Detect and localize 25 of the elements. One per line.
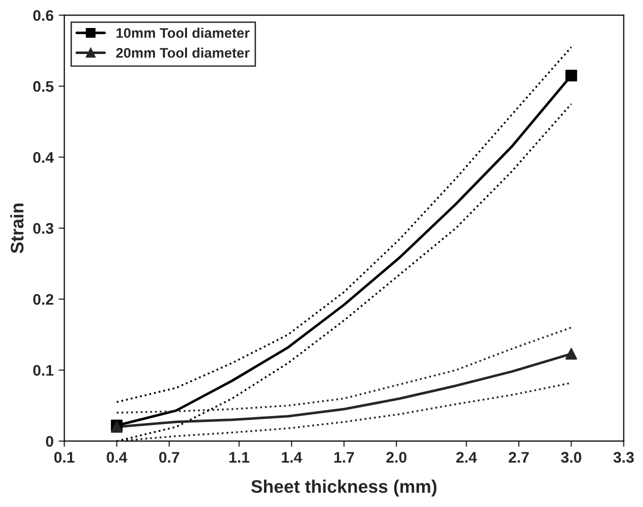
y-axis-title: Strain <box>10 204 24 254</box>
line-series <box>116 326 572 414</box>
x-tick-label: 2.4 <box>456 452 477 463</box>
legend-label: 20mm Tool diameter <box>116 48 250 58</box>
x-tick-label: 1.7 <box>334 452 354 463</box>
x-tick-label: 0.1 <box>54 452 74 463</box>
point <box>565 348 578 360</box>
point <box>565 70 578 82</box>
x-tick-label: 0.4 <box>106 452 128 463</box>
y-tick-label: 0.6 <box>33 10 54 21</box>
x-tick-label: 2.0 <box>386 452 406 463</box>
y-tick-label: 0.2 <box>33 294 54 305</box>
x-tick-label: 1.4 <box>282 452 302 463</box>
x-tick-label: 3.0 <box>561 452 582 463</box>
x-tick-label: 0.7 <box>159 452 180 463</box>
y-tick-label: 0.4 <box>33 152 54 163</box>
y-tick-label: 0 <box>46 436 54 447</box>
y-tick-label: 0.5 <box>33 81 54 92</box>
x-axis-title: Sheet thickness (mm) <box>251 480 436 496</box>
legend-label: 10mm Tool diameter <box>116 28 250 38</box>
x-tick-label: 2.7 <box>508 452 529 463</box>
y-tick-label: 0.3 <box>33 223 54 234</box>
x-tick-label: 1.1 <box>229 452 250 463</box>
y-tick-label: 0.1 <box>33 364 54 376</box>
x-tick-label: 3.3 <box>613 452 634 463</box>
